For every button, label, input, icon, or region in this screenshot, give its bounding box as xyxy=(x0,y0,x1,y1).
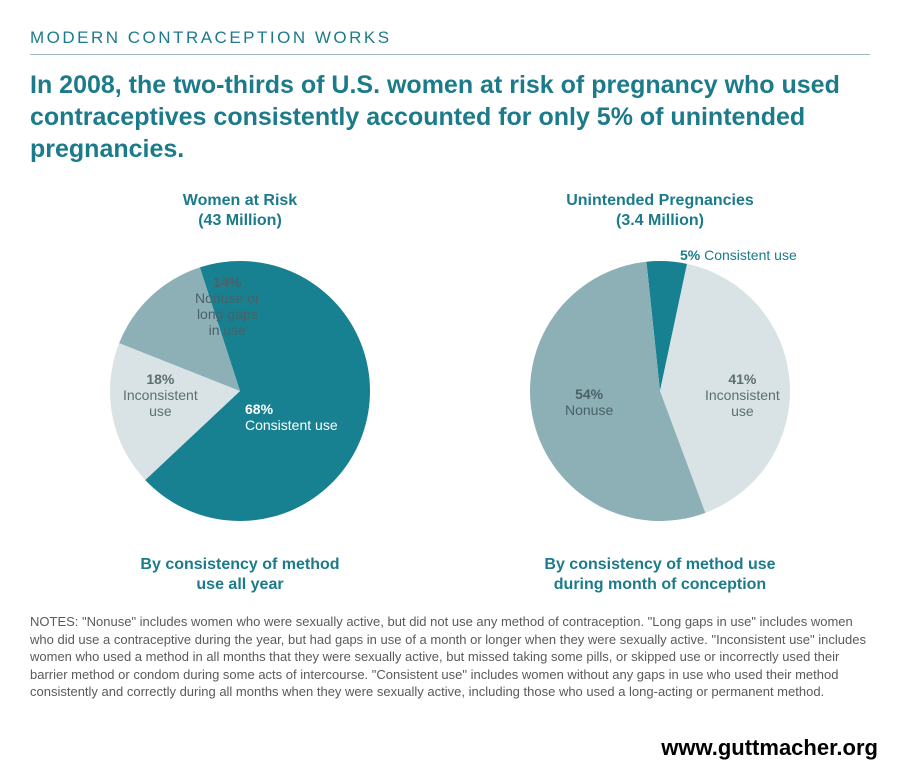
notes-block: NOTES: "Nonuse" includes women who were … xyxy=(30,613,870,701)
chart-right: Unintended Pregnancies (3.4 Million) 5% … xyxy=(450,191,870,595)
slice-label: 18%Inconsistentuse xyxy=(123,371,198,419)
pie-chart-left: 68%Consistent use 18%Inconsistentuse 14%No… xyxy=(90,241,390,541)
chart-right-title-l2: (3.4 Million) xyxy=(616,212,704,229)
headline: In 2008, the two-thirds of U.S. women at… xyxy=(30,69,870,165)
slice-label: 54%Nonuse xyxy=(565,386,613,418)
slice-label: 14%Nonuse orlong gapsin use xyxy=(195,274,260,338)
chart-left-title-l1: Women at Risk xyxy=(183,192,297,209)
chart-left-title: Women at Risk (43 Million) xyxy=(183,191,297,231)
slice-label: 68%Consistent use xyxy=(245,401,338,433)
chart-left-caption-l1: By consistency of method xyxy=(140,556,339,573)
charts-row: Women at Risk (43 Million) 68%Consistent… xyxy=(30,191,870,595)
chart-right-title: Unintended Pregnancies (3.4 Million) xyxy=(566,191,754,231)
footer-url: www.guttmacher.org xyxy=(661,735,878,761)
chart-right-caption: By consistency of method use during mont… xyxy=(544,555,775,595)
chart-right-caption-l2: during month of conception xyxy=(554,576,766,593)
chart-left-title-l2: (43 Million) xyxy=(198,212,282,229)
divider xyxy=(30,54,870,55)
chart-left-caption: By consistency of method use all year xyxy=(140,555,339,595)
slice-label: 41%Inconsistentuse xyxy=(705,371,780,419)
slice-label: 5% Consistent use xyxy=(680,247,797,263)
eyebrow-title: MODERN CONTRACEPTION WORKS xyxy=(30,28,870,54)
pie-chart-right: 5% Consistent use 41%Inconsistentuse 54%No… xyxy=(510,241,810,541)
chart-right-title-l1: Unintended Pregnancies xyxy=(566,192,754,209)
notes-lead: NOTES: xyxy=(30,614,78,629)
chart-left: Women at Risk (43 Million) 68%Consistent… xyxy=(30,191,450,595)
notes-body: "Nonuse" includes women who were sexuall… xyxy=(30,614,866,699)
chart-right-caption-l1: By consistency of method use xyxy=(544,556,775,573)
chart-left-caption-l2: use all year xyxy=(196,576,283,593)
